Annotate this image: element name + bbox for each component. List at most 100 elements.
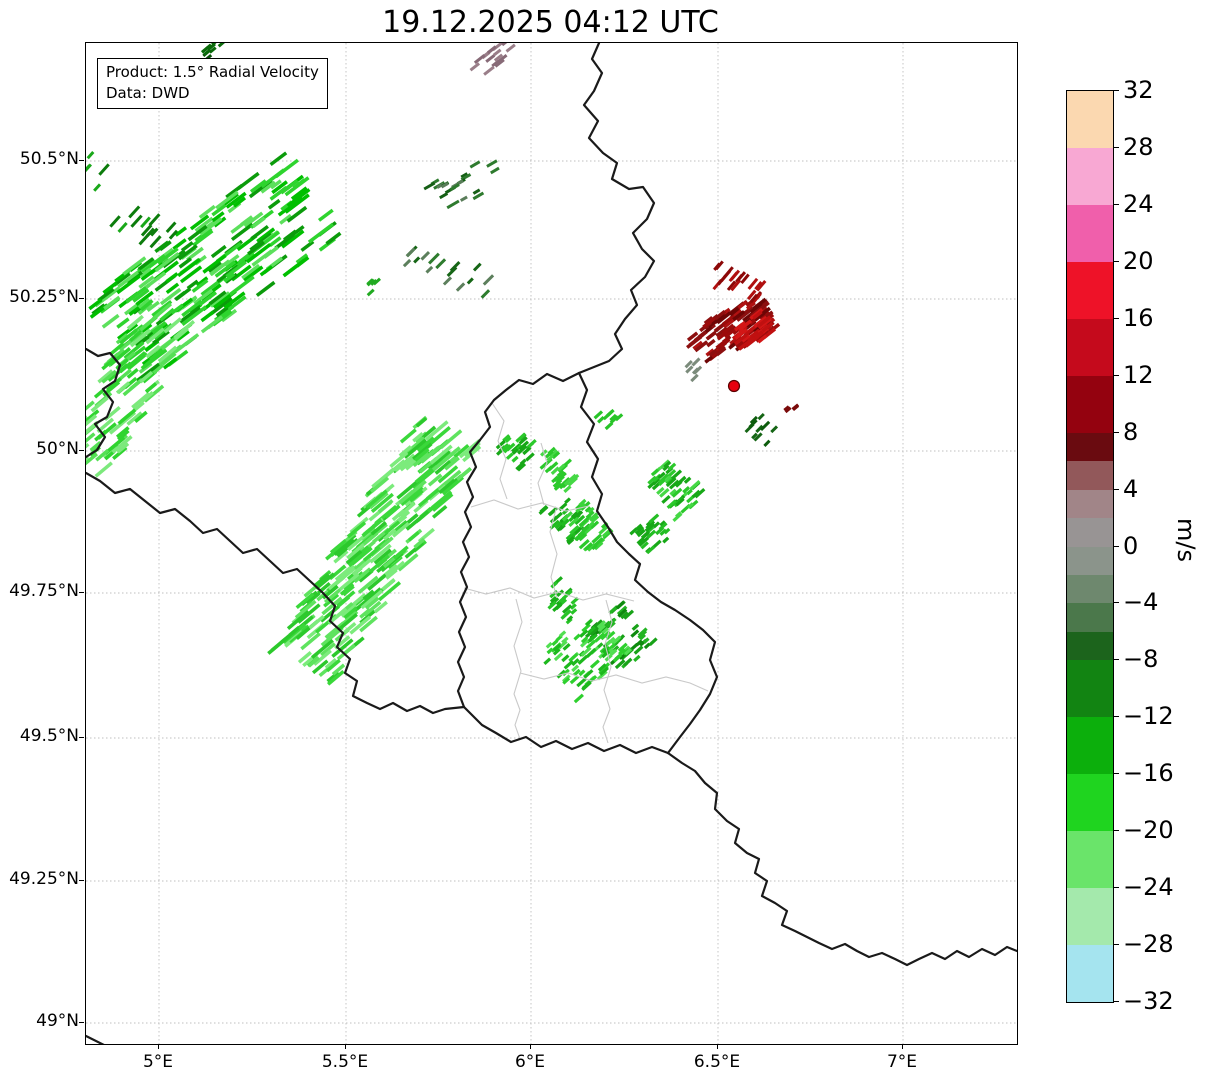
colorbar-tickmark xyxy=(1114,944,1119,946)
echo-north-dash xyxy=(366,277,381,297)
colorbar-tick-label: 0 xyxy=(1123,531,1139,560)
colorbar-tickmark xyxy=(1114,374,1119,376)
colorbar-tick-label: −12 xyxy=(1123,702,1174,731)
y-tickmark xyxy=(79,737,84,738)
data-source-label: Data: DWD xyxy=(106,84,190,102)
echo-cell-5 xyxy=(593,408,624,431)
y-tick-label: 50.5°N xyxy=(19,149,79,169)
district-border xyxy=(470,499,590,512)
colorbar-tick-label: −16 xyxy=(1123,759,1174,788)
colorbar-tickmark xyxy=(1114,602,1119,604)
x-tickmark xyxy=(902,1044,903,1049)
colorbar-tick-label: 28 xyxy=(1123,132,1154,161)
y-tick-label: 49.5°N xyxy=(19,726,79,746)
colorbar-tick-label: 24 xyxy=(1123,189,1154,218)
corner-border-fragment xyxy=(86,1034,105,1044)
echo-cell-7 xyxy=(629,513,671,555)
echo-north-scatter-b xyxy=(402,245,495,299)
colorbar-segment xyxy=(1067,204,1113,263)
colorbar xyxy=(1066,90,1114,1003)
echo-east-red-dot xyxy=(783,403,800,414)
colorbar-segment xyxy=(1067,660,1113,718)
colorbar-tick-label: 16 xyxy=(1123,303,1154,332)
colorbar-segment xyxy=(1067,831,1113,889)
colorbar-segment xyxy=(1067,489,1113,519)
y-tickmark xyxy=(79,1022,84,1023)
colorbar-tickmark xyxy=(1114,830,1119,832)
x-tick-label: 6.5°E xyxy=(693,1052,741,1072)
x-tick-label: 5°E xyxy=(142,1052,174,1072)
colorbar-tickmark xyxy=(1114,1001,1119,1002)
echo-ne-red-bright xyxy=(731,307,777,351)
echo-cell-2 xyxy=(539,446,580,493)
echo-north-scatter-a xyxy=(423,159,500,210)
colorbar-tickmark xyxy=(1114,659,1119,661)
colorbar-segment xyxy=(1067,945,1113,1002)
colorbar-segment xyxy=(1067,91,1113,149)
colorbar-tickmark xyxy=(1114,146,1119,148)
echo-ne-red-north xyxy=(712,260,767,304)
colorbar-segment xyxy=(1067,261,1113,320)
x-tick-label: 5.5°E xyxy=(321,1052,369,1072)
france-belgium-border xyxy=(86,471,466,715)
colorbar-tickmark xyxy=(1114,260,1119,262)
belgium-germany-border xyxy=(577,43,656,375)
y-tick-label: 50°N xyxy=(36,439,79,459)
colorbar-tick-label: −32 xyxy=(1123,987,1174,1015)
luxembourg-france-border xyxy=(462,705,670,755)
colorbar-segment xyxy=(1067,375,1113,434)
product-label: Product: 1.5° Radial Velocity xyxy=(106,63,319,81)
y-tick-label: 49°N xyxy=(36,1011,79,1031)
colorbar-segment xyxy=(1067,518,1113,548)
x-tick-label: 6°E xyxy=(514,1052,546,1072)
x-tickmark xyxy=(717,1044,718,1049)
figure-title: 19.12.2025 04:12 UTC xyxy=(382,5,719,40)
colorbar-tickmark xyxy=(1114,716,1119,718)
echo-west-central xyxy=(267,415,482,686)
district-border xyxy=(519,672,709,692)
colorbar-segment xyxy=(1067,603,1113,633)
colorbar-tick-label: 12 xyxy=(1123,360,1154,389)
map-plot: Product: 1.5° Radial Velocity Data: DWD xyxy=(85,42,1018,1045)
y-tick-label: 49.75°N xyxy=(9,581,79,601)
echo-cell-1 xyxy=(495,432,537,472)
colorbar-tick-label: 32 xyxy=(1123,76,1154,104)
colorbar-segment xyxy=(1067,717,1113,775)
luxembourg-belgium-border xyxy=(456,371,581,709)
district-border xyxy=(537,442,548,506)
map-canvas xyxy=(86,43,1017,1044)
x-tickmark xyxy=(345,1044,346,1049)
colorbar-tickmark xyxy=(1114,887,1119,889)
colorbar-segment xyxy=(1067,546,1113,576)
echo-cell-6 xyxy=(647,459,706,522)
colorbar-segment xyxy=(1067,432,1113,462)
district-border xyxy=(513,598,523,740)
y-tickmark xyxy=(79,592,84,593)
x-tickmark xyxy=(158,1044,159,1049)
district-border xyxy=(602,599,613,744)
colorbar-tick-label: 20 xyxy=(1123,246,1154,275)
y-tickmark xyxy=(79,160,84,161)
x-tick-label: 7°E xyxy=(886,1052,918,1072)
colorbar-segment xyxy=(1067,461,1113,491)
echo-nw-small xyxy=(86,150,179,249)
colorbar-tickmark xyxy=(1114,545,1119,547)
y-tickmark xyxy=(79,450,84,451)
colorbar-tickmark xyxy=(1114,317,1119,319)
echo-cell-4 xyxy=(561,498,614,552)
echo-east-green-dash xyxy=(744,412,779,447)
colorbar-tick-label: 4 xyxy=(1123,474,1139,503)
colorbar-tick-label: 8 xyxy=(1123,417,1139,446)
echo-cell-10 xyxy=(543,618,633,704)
colorbar-tick-label: −28 xyxy=(1123,930,1174,959)
district-border xyxy=(463,587,635,602)
echo-nw-belgium xyxy=(88,151,342,383)
y-tickmark xyxy=(79,298,84,299)
colorbar-tick-label: −4 xyxy=(1123,588,1159,617)
france-belgium-border-givet xyxy=(86,347,122,459)
colorbar-tick-label: −24 xyxy=(1123,873,1174,902)
product-info-box: Product: 1.5° Radial Velocity Data: DWD xyxy=(97,58,328,109)
radar-site-marker xyxy=(727,379,741,393)
echo-top-north xyxy=(469,43,516,76)
